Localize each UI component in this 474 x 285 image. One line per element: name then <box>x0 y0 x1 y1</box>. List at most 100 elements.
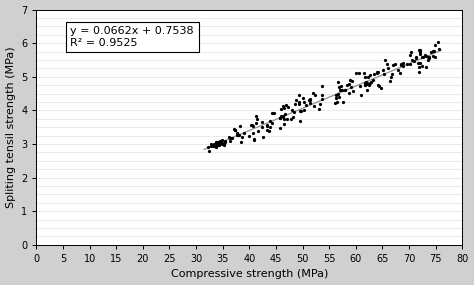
Point <box>260 135 267 139</box>
Point <box>207 142 215 147</box>
Point <box>415 70 422 74</box>
Point <box>310 104 318 109</box>
Point <box>297 109 305 113</box>
Point <box>338 88 346 92</box>
Point <box>397 63 405 67</box>
Point <box>228 136 236 140</box>
Point <box>388 72 395 76</box>
Point <box>361 83 369 87</box>
Point <box>430 48 438 53</box>
Point <box>259 119 266 124</box>
Point <box>334 80 342 85</box>
Point <box>217 141 225 146</box>
Point <box>373 70 381 74</box>
Point <box>363 81 371 85</box>
Point <box>396 71 404 75</box>
Point <box>366 72 374 77</box>
Point <box>373 71 381 75</box>
Point <box>336 88 344 92</box>
Point <box>258 125 266 130</box>
Point <box>374 83 382 87</box>
Point <box>366 80 374 85</box>
Point <box>265 129 273 134</box>
Point <box>374 70 382 75</box>
Point <box>424 57 432 62</box>
Point <box>205 149 213 153</box>
Point <box>418 55 426 59</box>
Point <box>344 83 351 87</box>
Point <box>365 75 372 79</box>
Point <box>248 123 256 128</box>
Point <box>429 49 437 54</box>
Point <box>432 54 439 59</box>
Point <box>285 105 292 109</box>
Point <box>220 143 228 147</box>
Point <box>348 79 356 84</box>
Point <box>390 62 397 67</box>
Point <box>434 40 442 44</box>
Point <box>406 62 414 66</box>
Point <box>337 88 345 93</box>
Point <box>218 138 226 142</box>
Point <box>213 140 220 144</box>
Point <box>361 71 368 75</box>
Point <box>300 108 308 113</box>
Point <box>421 52 429 57</box>
Point <box>212 144 220 149</box>
Point <box>300 95 307 100</box>
Point <box>216 139 224 143</box>
Point <box>383 62 391 66</box>
Point <box>334 91 342 96</box>
Point <box>296 93 303 97</box>
Point <box>410 59 418 63</box>
Point <box>367 80 375 85</box>
Point <box>347 84 355 89</box>
Point <box>364 82 371 86</box>
Point <box>283 116 291 121</box>
Point <box>380 72 388 76</box>
Point <box>377 86 385 90</box>
Point <box>219 142 226 146</box>
Point <box>233 133 241 138</box>
Point <box>236 123 244 128</box>
Point <box>210 144 218 148</box>
Point <box>215 141 223 145</box>
Point <box>280 117 288 121</box>
Point <box>250 137 257 142</box>
Point <box>214 140 222 144</box>
Point <box>270 110 278 115</box>
Point <box>345 82 353 86</box>
Point <box>280 106 287 111</box>
Point <box>425 55 433 60</box>
Point <box>276 115 284 120</box>
Point <box>388 75 395 79</box>
Point <box>370 72 378 76</box>
Point <box>297 109 304 113</box>
Point <box>240 131 248 135</box>
Point <box>335 85 343 89</box>
Point <box>315 106 322 111</box>
Point <box>319 96 326 101</box>
Point <box>392 62 399 66</box>
Point <box>231 128 238 133</box>
Point <box>263 128 271 133</box>
Point <box>296 119 304 123</box>
Point <box>419 55 427 60</box>
Point <box>412 55 419 60</box>
Point <box>400 64 407 68</box>
Point <box>306 98 313 102</box>
Point <box>263 123 271 127</box>
Point <box>416 50 423 54</box>
Point <box>204 145 211 149</box>
Point <box>422 54 430 59</box>
Point <box>295 101 303 106</box>
Point <box>292 98 300 102</box>
Point <box>361 74 368 79</box>
Point <box>428 49 435 54</box>
Point <box>227 136 234 141</box>
Point <box>356 71 363 75</box>
Point <box>219 141 226 146</box>
Point <box>364 87 371 92</box>
Point <box>226 135 233 139</box>
Point <box>295 99 302 104</box>
